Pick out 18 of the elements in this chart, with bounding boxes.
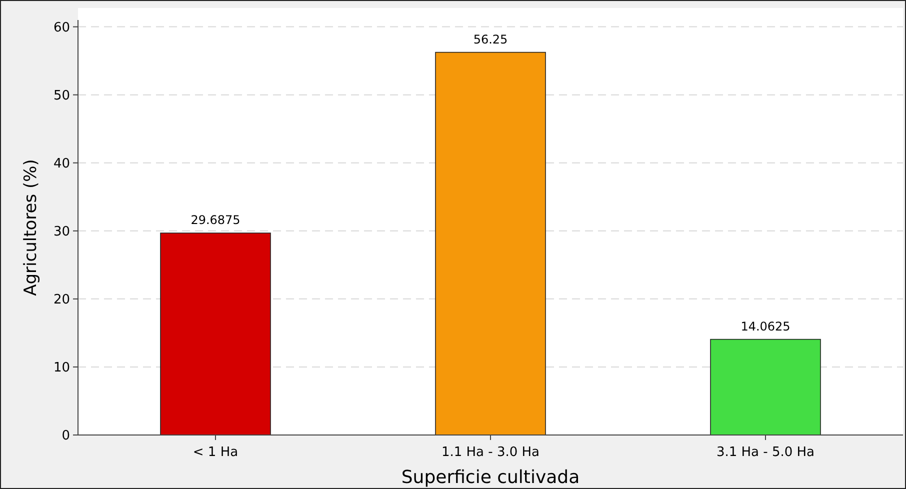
x-tick-label: 1.1 Ha - 3.0 Ha bbox=[441, 445, 540, 460]
data-label: 56.25 bbox=[473, 32, 508, 46]
x-tick-label: < 1 Ha bbox=[192, 445, 238, 460]
y-tick-label: 40 bbox=[53, 156, 70, 172]
y-axis-title: Agricultores (%) bbox=[21, 159, 41, 296]
x-axis-title: Superficie cultivada bbox=[401, 467, 580, 488]
y-tick-label: 10 bbox=[53, 360, 70, 376]
bar bbox=[160, 232, 271, 436]
y-tick-label: 50 bbox=[53, 88, 70, 104]
y-tick-label: 0 bbox=[62, 428, 70, 444]
y-tick-label: 60 bbox=[53, 20, 70, 36]
bar bbox=[435, 52, 546, 436]
y-tick-label: 30 bbox=[53, 224, 70, 240]
y-tick-label: 20 bbox=[53, 292, 70, 308]
bar bbox=[710, 338, 821, 436]
data-label: 29.6875 bbox=[190, 213, 240, 228]
x-tick-label: 3.1 Ha - 5.0 Ha bbox=[716, 445, 815, 460]
data-label: 14.0625 bbox=[740, 319, 790, 334]
